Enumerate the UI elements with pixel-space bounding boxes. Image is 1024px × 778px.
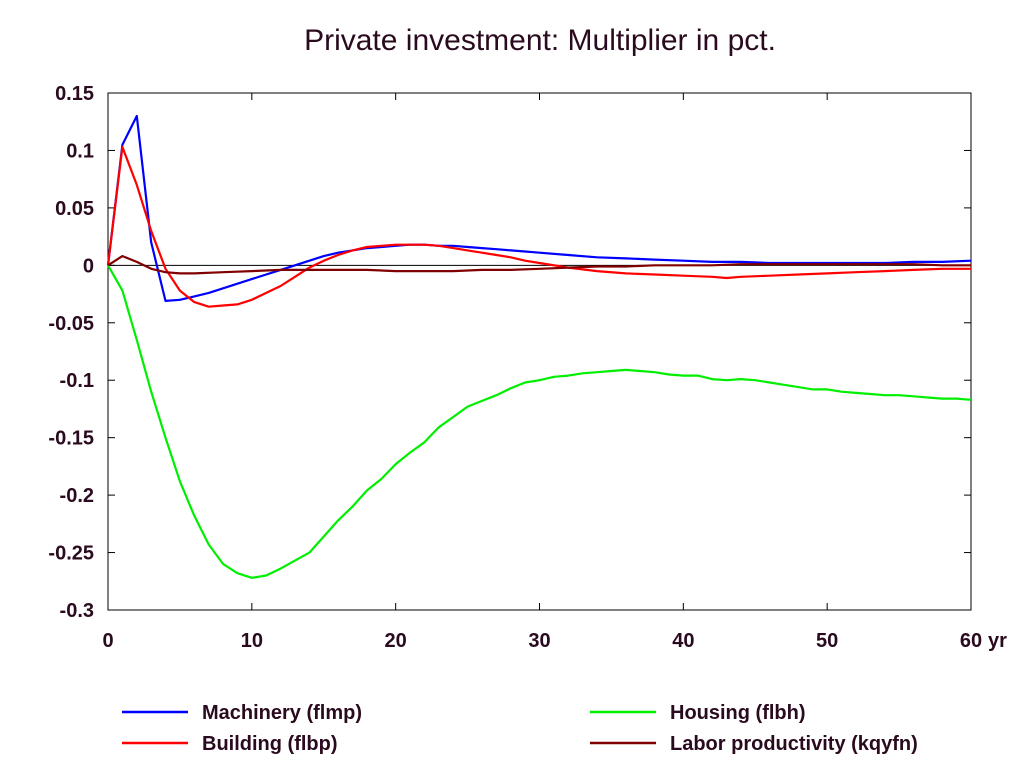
series-lines	[106, 114, 972, 579]
y-tick-label: -0.25	[48, 543, 94, 565]
legend-label-0: Machinery (flmp)	[202, 702, 362, 724]
axis-ticks: 0.15 0.1 0.05 0 -0.05 -0.1 -0.15 -0.2 -0.25 -0.3 0…	[48, 83, 1007, 652]
x-tick-label: 30	[528, 630, 550, 652]
y-tick-label: -0.2	[60, 485, 94, 507]
y-tick-label: 0.15	[55, 83, 94, 105]
series-line-1	[106, 145, 971, 308]
x-tick-label: 0	[102, 630, 113, 652]
y-tick-label: -0.1	[60, 370, 94, 392]
y-tick-label: -0.05	[48, 313, 94, 335]
series-line-3	[107, 255, 971, 275]
x-tick-label: 50	[816, 630, 838, 652]
y-tick-label: 0.05	[55, 198, 94, 220]
y-tick-label: 0.1	[66, 140, 94, 162]
x-tick-label: 60	[960, 630, 982, 652]
x-tick-label: 20	[385, 630, 407, 652]
series-line-2	[107, 264, 972, 579]
legend-label-1: Building (flbp)	[202, 733, 338, 755]
x-tick-label: 40	[672, 630, 694, 652]
y-tick-label: -0.3	[60, 600, 94, 622]
legend-label-2: Housing (flbh)	[670, 702, 806, 724]
y-tick-label: -0.15	[48, 428, 94, 450]
y-tick-label: 0	[83, 255, 94, 277]
chart-title: Private investment: Multiplier in pct.	[304, 24, 776, 57]
x-unit-label: yr	[988, 630, 1007, 652]
x-tick-label: 10	[241, 630, 263, 652]
plot-area	[107, 92, 972, 611]
legend: Machinery (flmp) Housing (flbh) Building (…	[122, 702, 918, 755]
legend-label-3: Labor productivity (kqyfn)	[670, 733, 918, 755]
